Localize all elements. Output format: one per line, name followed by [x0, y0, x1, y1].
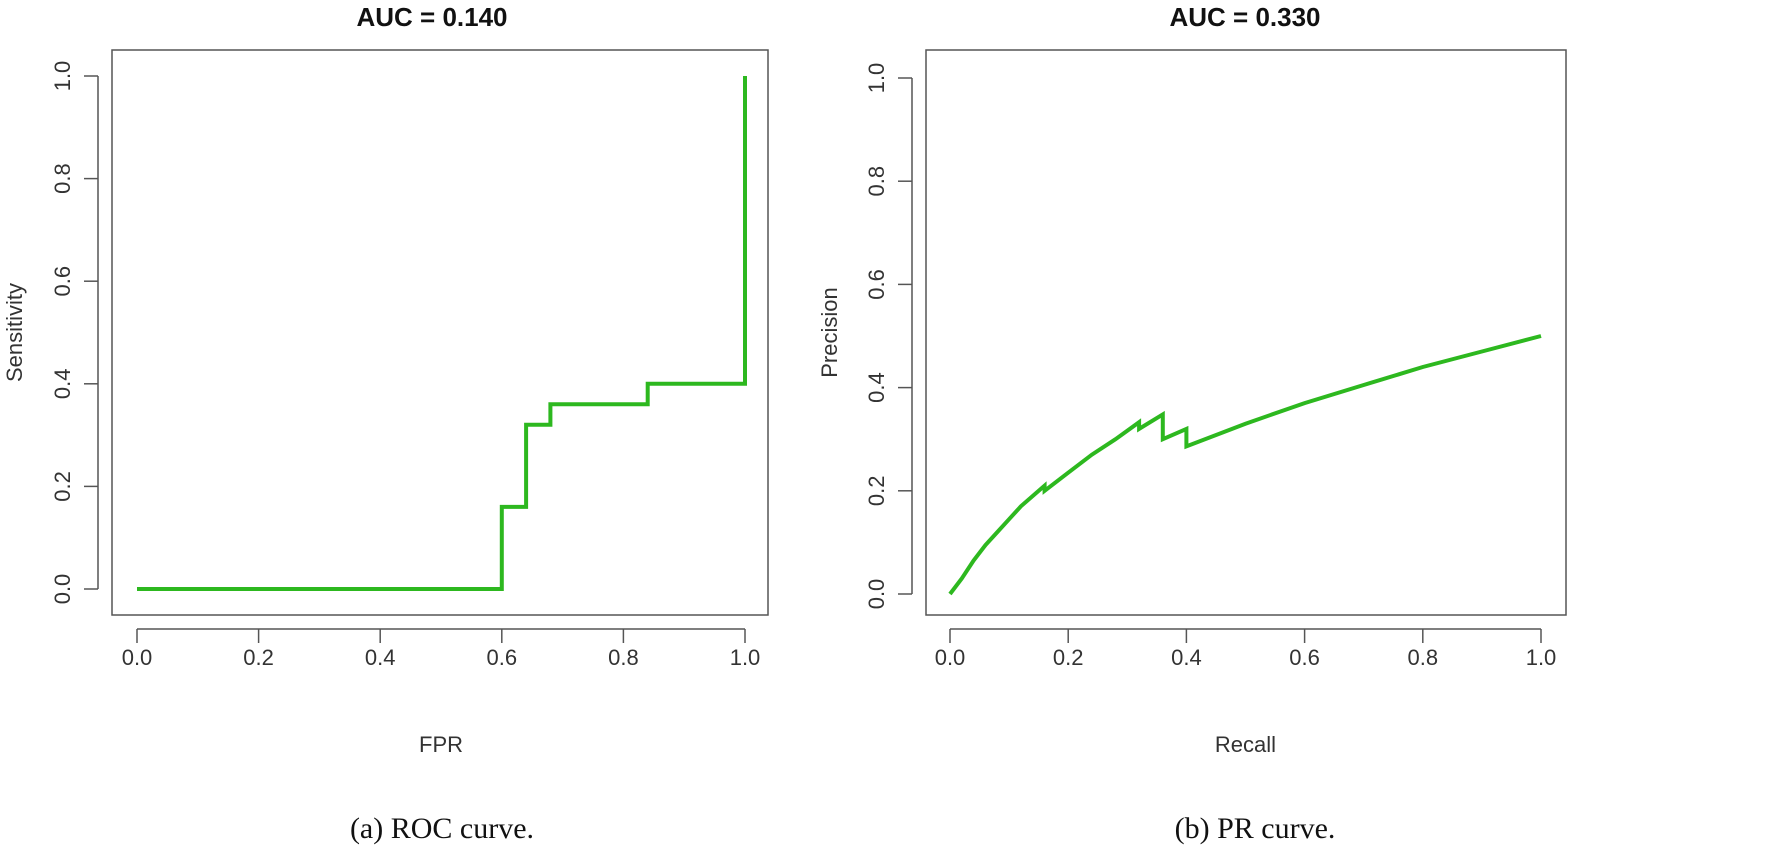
- x-tick-label: 0.0: [122, 645, 153, 670]
- x-axis-label: Recall: [1215, 732, 1276, 757]
- y-tick-label: 0.6: [864, 269, 889, 300]
- y-tick-label: 0.4: [50, 369, 75, 400]
- y-tick-label: 1.0: [864, 63, 889, 94]
- x-tick-label: 1.0: [1526, 645, 1557, 670]
- x-tick-label: 0.6: [487, 645, 518, 670]
- chart-title: AUC = 0.140: [356, 2, 507, 32]
- x-tick-label: 0.4: [1171, 645, 1202, 670]
- y-tick-label: 0.8: [50, 163, 75, 194]
- y-axis-label: Sensitivity: [2, 283, 27, 382]
- chart-title: AUC = 0.330: [1169, 2, 1320, 32]
- series-line-1: [948, 334, 1542, 596]
- y-axis-label: Precision: [817, 287, 842, 377]
- plot-frame: [111, 49, 769, 616]
- y-tick-label: 1.0: [50, 61, 75, 92]
- y-tick-label: 0.4: [864, 372, 889, 403]
- x-tick-label: 0.8: [608, 645, 639, 670]
- x-tick-label: 0.0: [935, 645, 966, 670]
- x-tick-label: 0.8: [1408, 645, 1439, 670]
- y-tick-label: 0.0: [50, 574, 75, 605]
- y-tick-label: 0.2: [864, 476, 889, 507]
- x-tick-label: 0.2: [1053, 645, 1084, 670]
- figure-caption: (b) PR curve.: [1175, 812, 1336, 845]
- chart-panel-1: AUC = 0.140 0.0 0.2 0.4 0.6 0.8 1.0 0.0 0.2 0.4 0.…: [2, 2, 769, 845]
- figure-caption: (a) ROC curve.: [350, 812, 534, 845]
- x-tick-label: 1.0: [730, 645, 761, 670]
- y-tick-label: 0.0: [864, 579, 889, 610]
- x-tick-label: 0.6: [1289, 645, 1320, 670]
- chart-panel-2: AUC = 0.330 0.0 0.2 0.4 0.6 0.8 1.0 0.0 0.2 0.4 0.…: [817, 2, 1567, 845]
- x-tick-label: 0.4: [365, 645, 396, 670]
- x-tick-label: 0.2: [243, 645, 274, 670]
- x-axis-label: FPR: [419, 732, 463, 757]
- y-tick-label: 0.6: [50, 266, 75, 297]
- y-tick-label: 0.2: [50, 471, 75, 502]
- series-line-1: [137, 76, 747, 591]
- y-tick-label: 0.8: [864, 166, 889, 197]
- plot-frame: [925, 49, 1567, 616]
